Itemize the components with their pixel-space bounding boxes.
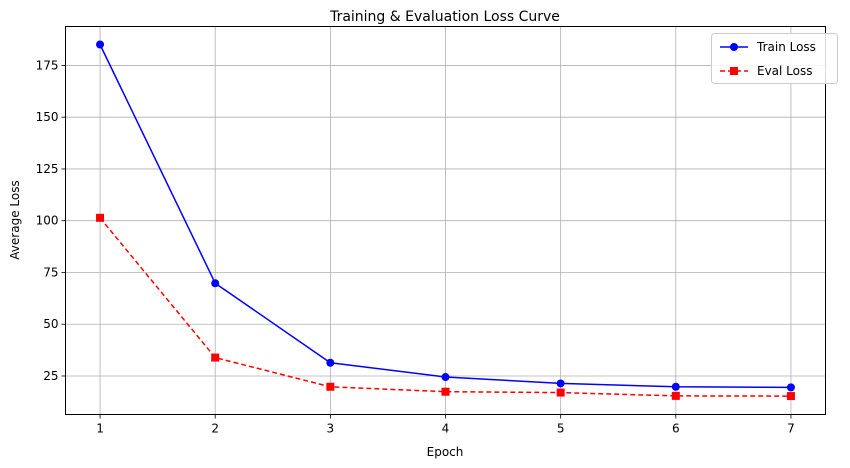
legend-train-marker bbox=[730, 43, 738, 51]
legend: Train Loss Eval Loss bbox=[711, 33, 838, 84]
x-tick-label: 2 bbox=[211, 422, 219, 436]
y-axis-label: Average Loss bbox=[8, 180, 22, 259]
eval-loss-point bbox=[326, 382, 335, 391]
eval-loss-point bbox=[556, 388, 565, 397]
x-tick-label: 3 bbox=[327, 422, 335, 436]
y-tick-label: 150 bbox=[36, 110, 59, 124]
x-tick-label: 7 bbox=[787, 422, 795, 436]
x-tick-label: 5 bbox=[557, 422, 565, 436]
y-tick-label: 25 bbox=[43, 369, 58, 383]
eval-loss-point bbox=[211, 353, 220, 362]
eval-loss-point bbox=[671, 391, 680, 400]
eval-loss-point bbox=[441, 387, 450, 396]
y-tick-label: 50 bbox=[43, 317, 58, 331]
train-loss-point bbox=[786, 383, 795, 392]
train-loss-point bbox=[556, 379, 565, 388]
legend-eval-marker bbox=[730, 67, 738, 75]
eval-loss-point bbox=[786, 392, 795, 401]
y-tick-label: 75 bbox=[43, 265, 58, 279]
eval-loss-point bbox=[96, 213, 105, 222]
x-tick-label: 4 bbox=[442, 422, 450, 436]
y-tick-label: 175 bbox=[36, 58, 59, 72]
grid bbox=[65, 26, 826, 415]
series-layer bbox=[96, 40, 795, 401]
train-loss-point bbox=[441, 373, 450, 382]
legend-train-label: Train Loss bbox=[756, 40, 816, 54]
ticks: 1 2 3 4 5 6 7 25 50 75 100 125 150 175 bbox=[36, 58, 795, 435]
chart-title: Training & Evaluation Loss Curve bbox=[329, 9, 560, 25]
train-loss-point bbox=[326, 358, 335, 367]
y-tick-label: 100 bbox=[36, 214, 59, 228]
y-tick-label: 125 bbox=[36, 162, 59, 176]
train-loss-point bbox=[211, 279, 220, 288]
x-tick-label: 6 bbox=[672, 422, 680, 436]
legend-eval-label: Eval Loss bbox=[757, 64, 813, 78]
x-axis-label: Epoch bbox=[427, 445, 464, 459]
x-tick-label: 1 bbox=[96, 422, 104, 436]
legend-frame bbox=[711, 33, 838, 84]
train-loss-point bbox=[671, 382, 680, 391]
train-loss-point bbox=[96, 40, 105, 49]
